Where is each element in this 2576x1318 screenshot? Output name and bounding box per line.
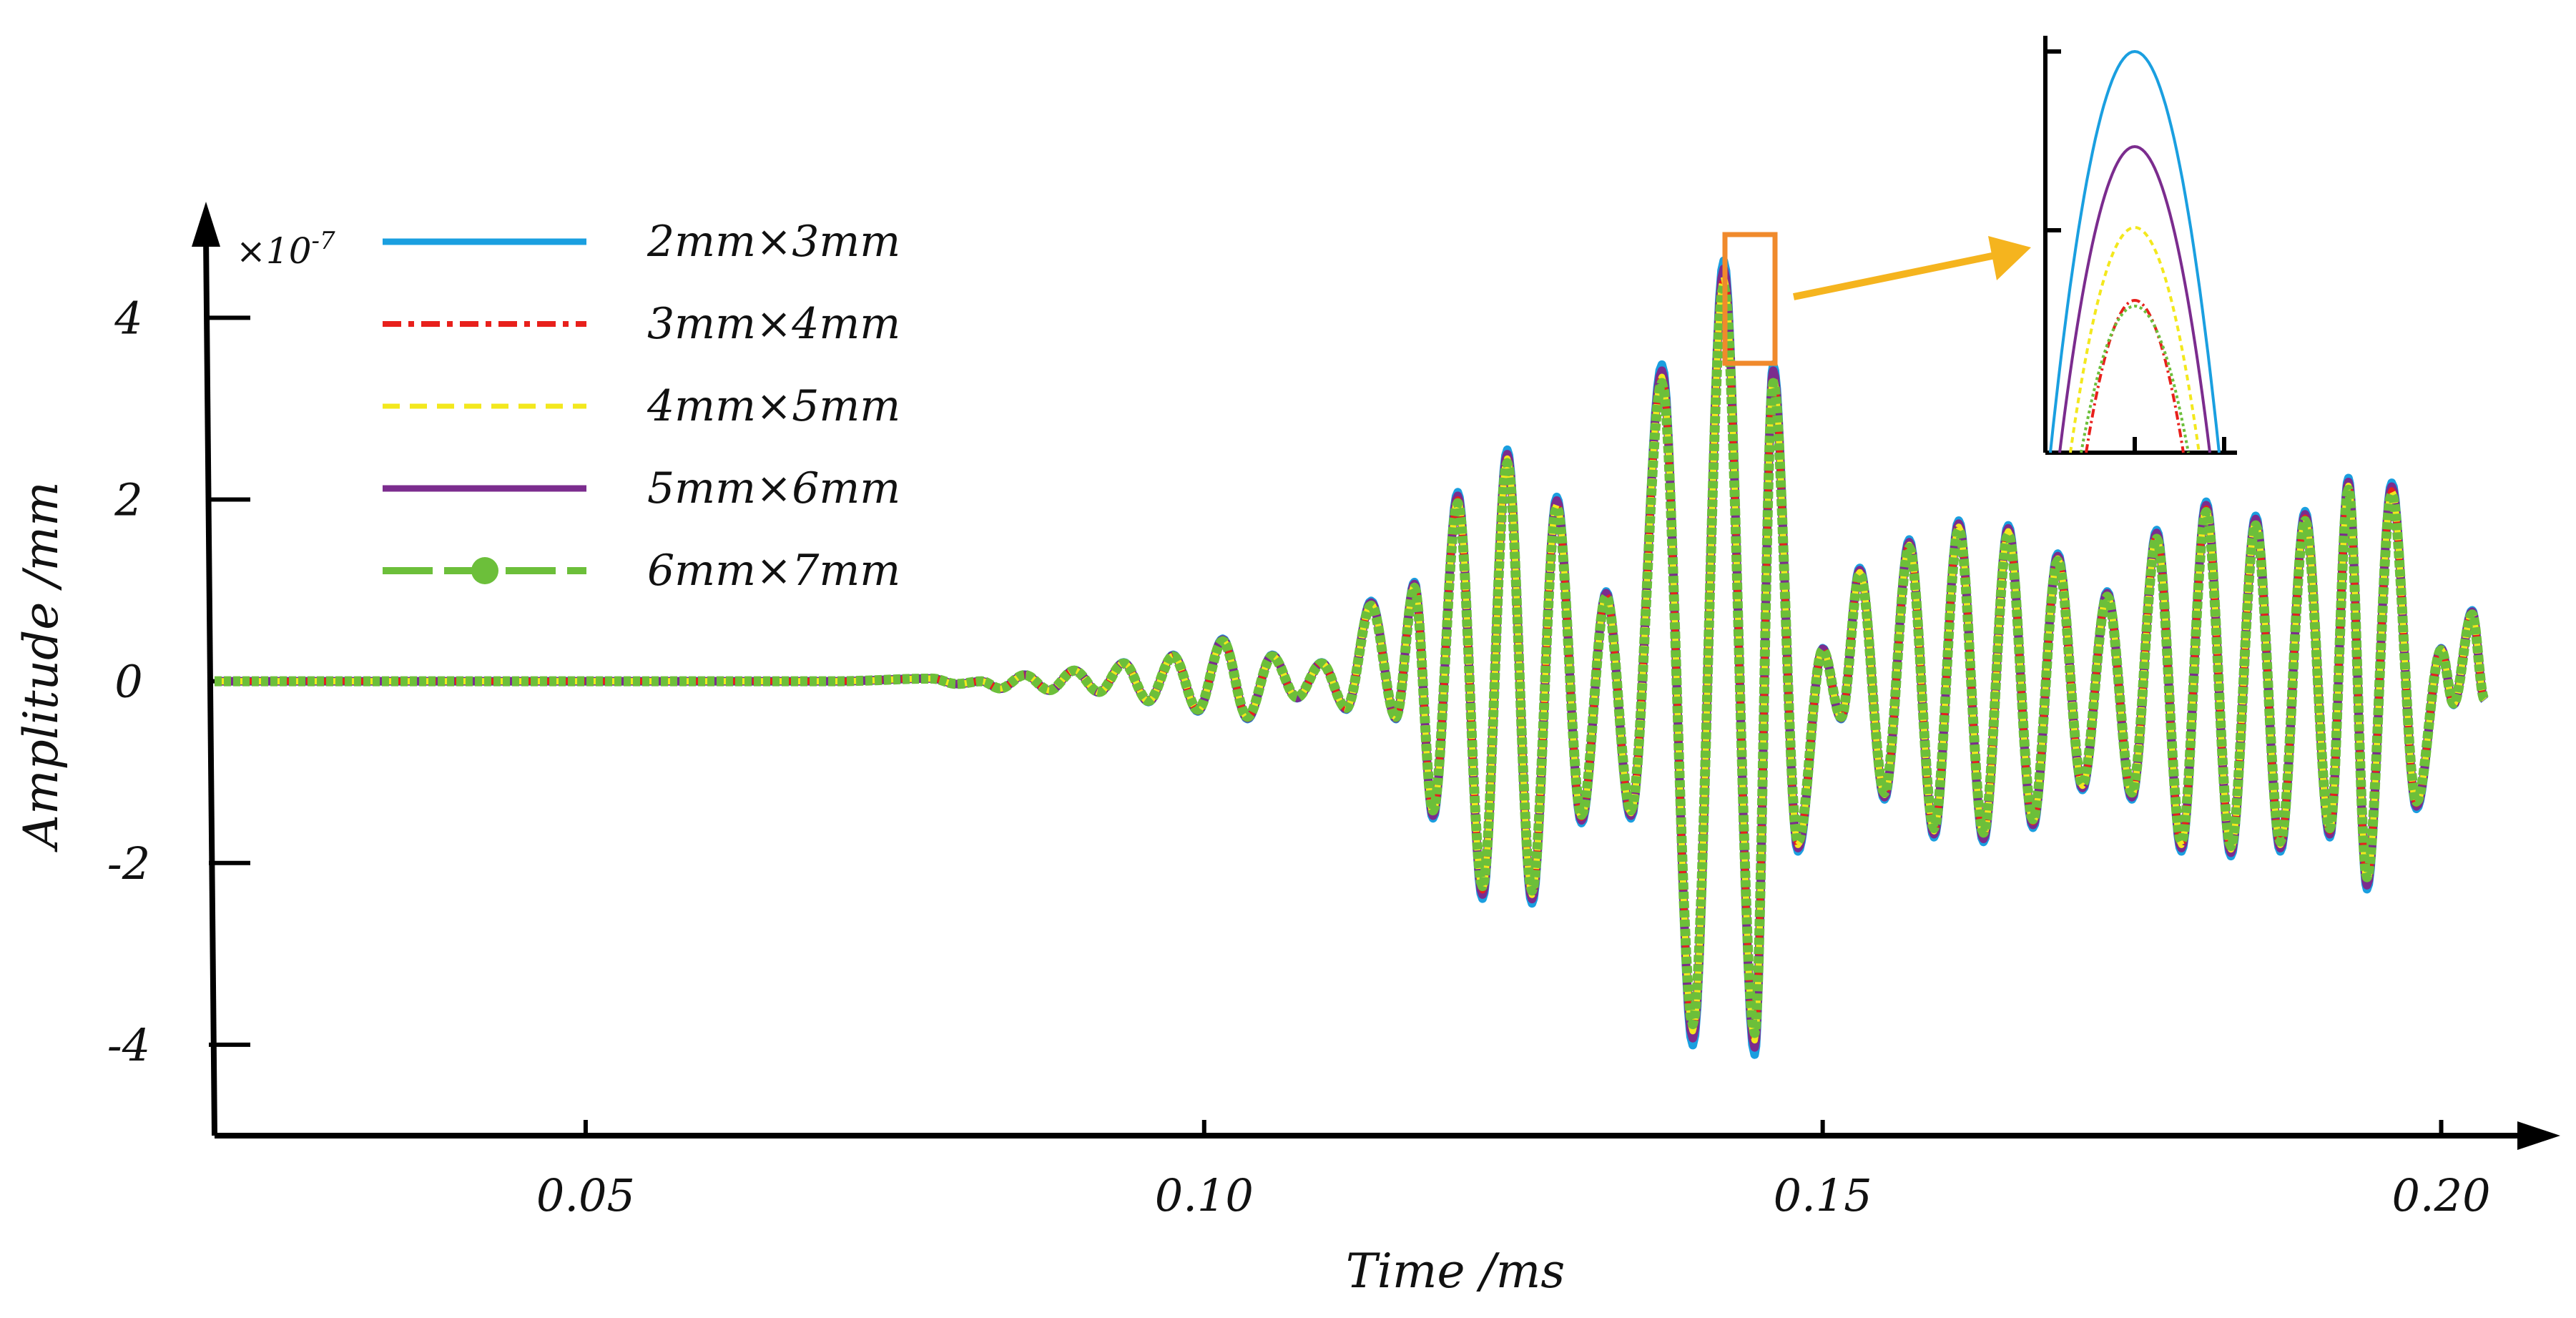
y-tick-label: 2: [114, 474, 142, 526]
x-tick-label: 0.05: [536, 1169, 635, 1221]
x-axis-arrowhead: [2517, 1121, 2560, 1150]
series-line-5: [215, 280, 2489, 1038]
inset-curve-5: [2080, 304, 2190, 453]
y-axis-line: [203, 235, 217, 1136]
zoom-pointer-arrowhead: [1988, 236, 2031, 280]
y-scale-exponent: -7: [312, 227, 335, 255]
inset-curves: [2049, 49, 2221, 453]
series-group: [215, 256, 2489, 1059]
legend-marker-5: [471, 557, 498, 584]
y-scale-prefix: ×10: [236, 230, 312, 272]
legend-label-4: 5mm×6mm: [647, 463, 900, 513]
legend: 2mm×3mm 3mm×4mm 4mm×5mm 5mm×6mm 6mm×7mm: [383, 217, 900, 596]
inset-curve-2: [2085, 298, 2185, 453]
x-axis-title: Time /ms: [1346, 1244, 1565, 1299]
legend-label-1: 2mm×3mm: [647, 217, 900, 267]
zoom-pointer-arrow: [1792, 252, 1997, 300]
x-ticks: 0.05 0.10 0.15 0.20: [536, 1120, 2491, 1221]
y-axis-arrowhead: [192, 202, 220, 247]
legend-label-5: 6mm×7mm: [647, 546, 900, 596]
y-tick-label: -2: [107, 837, 150, 890]
x-tick-label: 0.20: [2391, 1169, 2490, 1221]
y-tick-label: 0: [114, 656, 142, 708]
zoom-highlight-box: [1722, 232, 1778, 366]
x-tick-label: 0.15: [1774, 1169, 1872, 1221]
inset-plot: [2043, 36, 2237, 455]
inset-curve-1: [2049, 49, 2221, 453]
axes: 0.05 0.10 0.15 0.20 4 2 0 -2 -4 Time /ms Amplit…: [14, 36, 2560, 1299]
legend-label-3: 4mm×5mm: [647, 381, 900, 431]
inset-curve-4: [2058, 144, 2211, 453]
y-scale-multiplier: ×10-7: [236, 227, 335, 272]
y-tick-label: 4: [114, 292, 142, 344]
y-ticks: 4 2 0 -2 -4: [107, 292, 250, 1071]
legend-label-2: 3mm×4mm: [647, 299, 900, 349]
y-axis-title: Amplitude /mm: [14, 481, 69, 852]
y-tick-label: -4: [107, 1019, 150, 1071]
x-tick-label: 0.10: [1155, 1169, 1254, 1221]
inset-curve-3: [2069, 225, 2201, 453]
